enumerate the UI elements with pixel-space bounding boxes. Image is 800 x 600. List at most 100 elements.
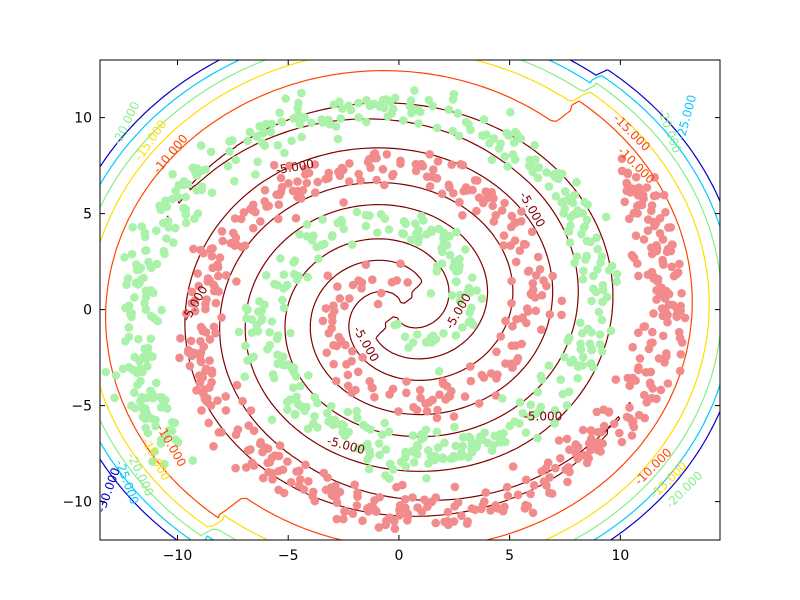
point-class_b xyxy=(303,272,312,282)
point-class_b xyxy=(280,148,289,158)
x-axis: −10 −5 0 5 10 xyxy=(163,60,629,564)
point-class_b xyxy=(480,428,490,437)
point-class_b xyxy=(295,230,304,239)
point-class_a xyxy=(244,421,253,430)
point-class_b xyxy=(234,327,244,337)
point-class_a xyxy=(488,201,498,211)
point-class_a xyxy=(323,271,333,281)
point-class_a xyxy=(604,408,614,417)
point-class_a xyxy=(232,277,241,286)
point-class_b xyxy=(124,301,134,311)
point-class_a xyxy=(327,490,337,500)
point-class_b xyxy=(445,250,455,260)
y-tick-label: 10 xyxy=(74,111,92,127)
point-class_b xyxy=(384,427,394,437)
point-class_a xyxy=(474,193,484,202)
point-class_b xyxy=(362,96,371,105)
point-class_a xyxy=(501,316,510,326)
point-class_a xyxy=(237,214,246,224)
point-class_b xyxy=(121,337,130,346)
point-class_a xyxy=(551,463,560,473)
point-class_a xyxy=(443,507,453,517)
point-class_a xyxy=(513,354,523,363)
point-class_b xyxy=(566,221,575,230)
point-class_b xyxy=(388,104,398,114)
point-class_a xyxy=(230,241,240,250)
point-class_b xyxy=(101,367,111,377)
point-class_b xyxy=(173,192,183,202)
x-tick-label: −5 xyxy=(278,548,299,564)
point-class_a xyxy=(368,383,377,393)
point-class_b xyxy=(136,363,145,373)
point-class_b xyxy=(479,115,489,124)
point-class_b xyxy=(487,446,497,455)
point-class_b xyxy=(353,444,363,453)
point-class_a xyxy=(432,413,442,423)
point-class_b xyxy=(396,457,406,467)
point-class_a xyxy=(209,322,219,332)
point-class_a xyxy=(275,190,284,200)
point-class_a xyxy=(208,263,217,273)
point-class_b xyxy=(310,412,319,421)
point-class_b xyxy=(612,269,622,279)
point-class_b xyxy=(255,297,264,306)
point-class_b xyxy=(279,284,288,293)
point-class_a xyxy=(647,249,657,259)
point-class_a xyxy=(345,159,354,168)
point-class_b xyxy=(506,108,515,117)
point-class_a xyxy=(221,406,231,415)
point-class_a xyxy=(321,304,331,313)
point-class_b xyxy=(408,431,418,440)
point-class_b xyxy=(378,430,387,440)
point-class_b xyxy=(581,255,590,264)
point-class_b xyxy=(537,375,547,384)
point-class_a xyxy=(398,480,407,490)
point-class_b xyxy=(339,224,349,234)
point-class_a xyxy=(185,361,195,371)
point-class_a xyxy=(507,276,516,286)
point-class_a xyxy=(365,154,374,164)
point-class_a xyxy=(347,388,357,398)
point-class_b xyxy=(544,361,554,370)
point-class_a xyxy=(329,359,339,369)
point-class_a xyxy=(611,375,621,384)
point-class_b xyxy=(165,425,174,435)
point-class_a xyxy=(556,454,565,463)
point-class_b xyxy=(240,372,249,382)
point-class_a xyxy=(510,236,520,245)
point-class_b xyxy=(426,225,436,235)
point-class_b xyxy=(597,315,607,325)
point-class_a xyxy=(425,150,435,159)
point-class_a xyxy=(675,366,685,376)
point-class_b xyxy=(147,263,156,273)
point-class_a xyxy=(624,214,634,224)
point-class_a xyxy=(663,317,672,327)
point-class_b xyxy=(303,424,313,434)
point-class_a xyxy=(274,451,284,461)
point-class_b xyxy=(597,252,607,261)
point-class_b xyxy=(336,114,346,123)
point-class_a xyxy=(526,489,535,499)
point-class_a xyxy=(523,267,533,276)
point-class_a xyxy=(437,189,447,199)
point-class_b xyxy=(128,365,138,375)
point-class_a xyxy=(385,513,395,522)
point-class_a xyxy=(318,316,328,326)
point-class_b xyxy=(352,406,362,416)
point-class_a xyxy=(396,159,405,168)
point-class_a xyxy=(274,214,283,224)
point-class_b xyxy=(361,221,371,231)
point-class_a xyxy=(238,396,247,406)
point-class_a xyxy=(258,447,267,457)
point-class_a xyxy=(527,227,537,237)
point-class_b xyxy=(461,245,470,254)
point-class_b xyxy=(197,185,206,195)
point-class_b xyxy=(455,254,464,264)
point-class_a xyxy=(288,186,298,196)
point-class_a xyxy=(262,202,271,211)
point-class_b xyxy=(410,86,419,95)
point-class_b xyxy=(521,428,531,437)
point-class_a xyxy=(543,458,553,468)
point-class_b xyxy=(241,341,250,351)
point-class_a xyxy=(196,348,206,357)
